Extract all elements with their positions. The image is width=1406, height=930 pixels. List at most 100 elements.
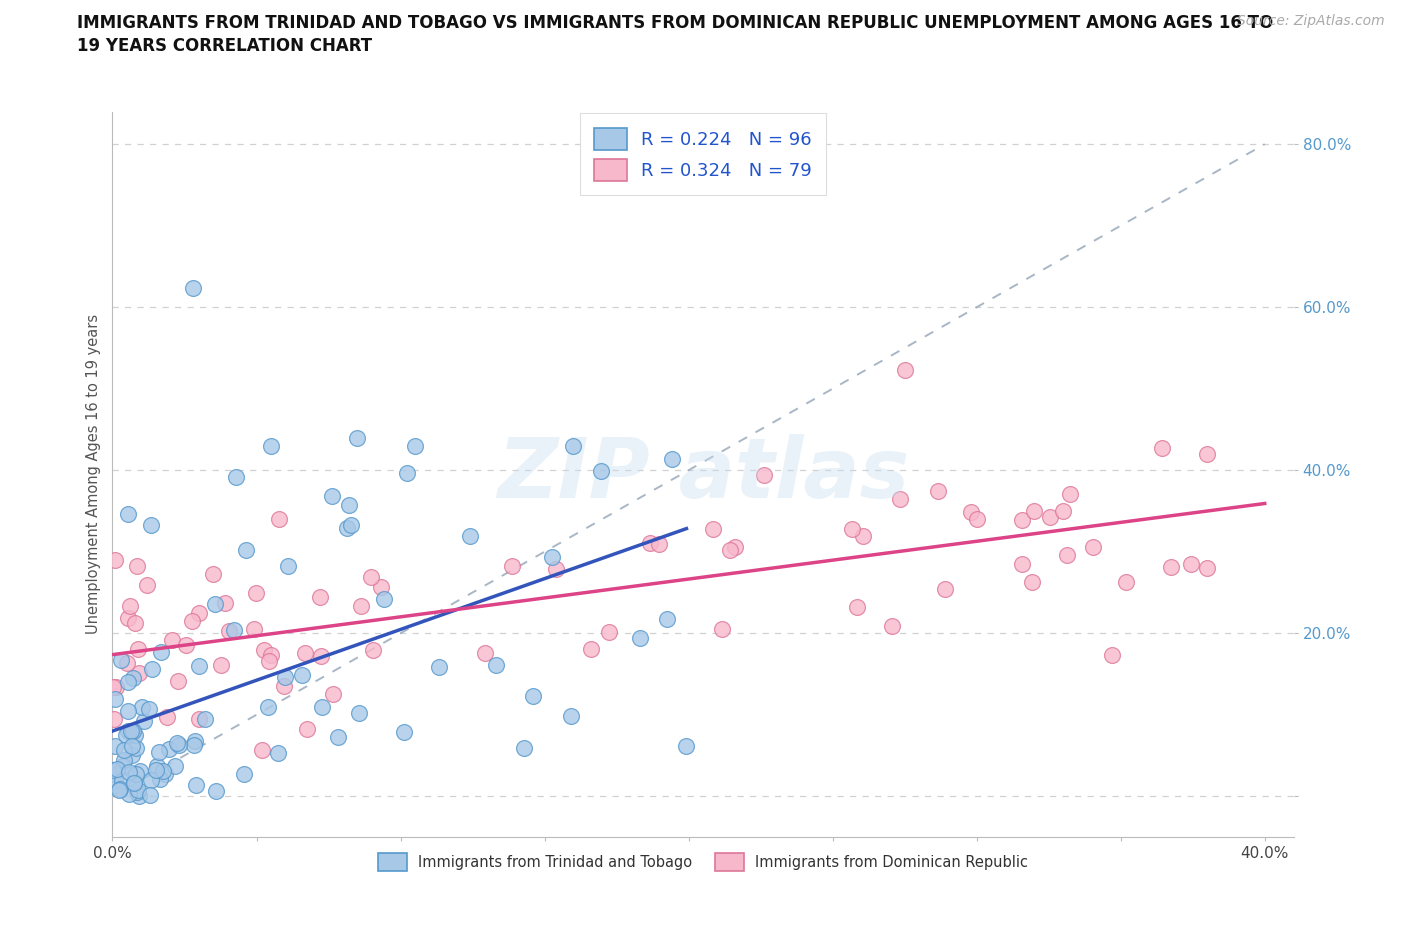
Point — [138, 787, 160, 802]
Point — [427, 659, 450, 674]
Point — [1160, 560, 1182, 575]
Point — [181, 614, 204, 629]
Point — [458, 529, 481, 544]
Point — [233, 767, 256, 782]
Point — [146, 759, 169, 774]
Point — [183, 737, 205, 752]
Point — [396, 466, 419, 481]
Point — [117, 611, 139, 626]
Point — [361, 642, 384, 657]
Point — [167, 674, 190, 689]
Text: Source: ZipAtlas.com: Source: ZipAtlas.com — [1237, 14, 1385, 28]
Point — [274, 670, 297, 684]
Point — [754, 468, 776, 483]
Point — [150, 644, 173, 659]
Point — [165, 759, 187, 774]
Y-axis label: Unemployment Among Ages 16 to 19 years: Unemployment Among Ages 16 to 19 years — [86, 314, 101, 634]
Point — [260, 648, 283, 663]
Point — [1024, 503, 1046, 518]
Point — [117, 724, 139, 738]
Point — [167, 737, 190, 752]
Point — [893, 363, 915, 378]
Point — [112, 743, 135, 758]
Point — [1101, 648, 1123, 663]
Point — [392, 724, 415, 739]
Point — [103, 711, 125, 726]
Point — [148, 745, 170, 760]
Point — [934, 581, 956, 596]
Point — [661, 451, 683, 466]
Point — [101, 680, 124, 695]
Point — [562, 438, 585, 453]
Point — [204, 596, 226, 611]
Point — [117, 675, 139, 690]
Point — [122, 724, 145, 738]
Point — [512, 740, 534, 755]
Point — [107, 762, 129, 777]
Text: ZIP atlas: ZIP atlas — [496, 433, 910, 515]
Point — [141, 662, 163, 677]
Point — [122, 671, 145, 685]
Point — [648, 537, 671, 551]
Point — [346, 431, 368, 445]
Point — [155, 710, 177, 724]
Point — [124, 616, 146, 631]
Point — [628, 631, 651, 645]
Point — [110, 774, 132, 789]
Point — [336, 521, 359, 536]
Point — [145, 763, 167, 777]
Point — [360, 570, 382, 585]
Point — [349, 706, 371, 721]
Point — [718, 543, 741, 558]
Point — [117, 704, 139, 719]
Point — [702, 521, 724, 536]
Point — [852, 529, 875, 544]
Point — [841, 522, 863, 537]
Point — [184, 777, 207, 792]
Point — [104, 766, 127, 781]
Point — [257, 654, 280, 669]
Point — [125, 740, 148, 755]
Point — [474, 645, 496, 660]
Point — [311, 648, 333, 663]
Point — [522, 689, 544, 704]
Point — [166, 736, 188, 751]
Point — [370, 579, 392, 594]
Point — [242, 622, 264, 637]
Point — [124, 775, 146, 790]
Point — [1011, 512, 1033, 527]
Point — [108, 782, 131, 797]
Point — [1197, 561, 1219, 576]
Point — [181, 280, 204, 295]
Point — [136, 578, 159, 592]
Point — [322, 686, 344, 701]
Point — [260, 438, 283, 453]
Point — [104, 774, 127, 789]
Point — [138, 701, 160, 716]
Point — [267, 512, 290, 526]
Legend: Immigrants from Trinidad and Tobago, Immigrants from Dominican Republic: Immigrants from Trinidad and Tobago, Imm… — [371, 847, 1035, 877]
Point — [257, 700, 280, 715]
Point — [103, 692, 125, 707]
Point — [112, 759, 135, 774]
Text: 19 YEARS CORRELATION CHART: 19 YEARS CORRELATION CHART — [77, 37, 373, 55]
Point — [129, 764, 152, 778]
Point — [880, 618, 903, 633]
Point — [710, 621, 733, 636]
Point — [187, 658, 209, 673]
Point — [127, 642, 149, 657]
Point — [120, 724, 142, 738]
Point — [724, 539, 747, 554]
Point — [245, 585, 267, 600]
Point — [340, 518, 363, 533]
Point — [222, 622, 245, 637]
Point — [337, 498, 360, 512]
Point — [889, 492, 911, 507]
Point — [1059, 486, 1081, 501]
Point — [294, 645, 316, 660]
Point — [1197, 446, 1219, 461]
Point — [225, 470, 247, 485]
Point — [1115, 574, 1137, 589]
Point — [112, 752, 135, 767]
Point — [373, 591, 395, 606]
